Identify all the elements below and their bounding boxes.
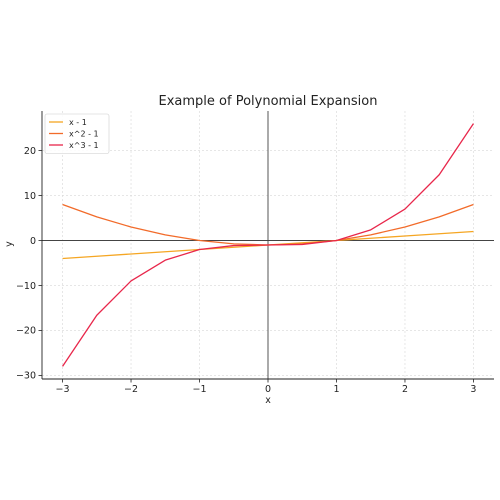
x-tick-label: 1 [333,384,339,395]
x-tick-label: 2 [402,384,408,395]
x-tick-label: −1 [193,384,207,395]
series-line-3 [62,123,474,367]
y-tick-label: −30 [16,371,36,382]
y-tick-label: 20 [24,146,36,157]
x-tick-label: −2 [124,384,138,395]
y-tick-label: −10 [16,281,36,292]
chart-title: Example of Polynomial Expansion [159,94,378,109]
series-group [62,123,474,367]
y-tick-label: −20 [16,326,36,337]
y-axis-label: y [4,241,15,247]
x-tick-label: 0 [265,384,271,395]
legend: x - 1 x^2 - 1 x^3 - 1 [44,113,110,154]
legend-label-1: x - 1 [69,118,87,127]
x-axis-label: x [265,395,271,406]
legend-box [44,113,110,154]
y-tick-label: 10 [24,191,36,202]
legend-label-2: x^2 - 1 [69,129,99,138]
x-tick-label: −3 [56,384,70,395]
x-tick-label: 3 [470,384,476,395]
y-tick-label: 0 [30,236,36,247]
legend-label-3: x^3 - 1 [69,141,99,150]
